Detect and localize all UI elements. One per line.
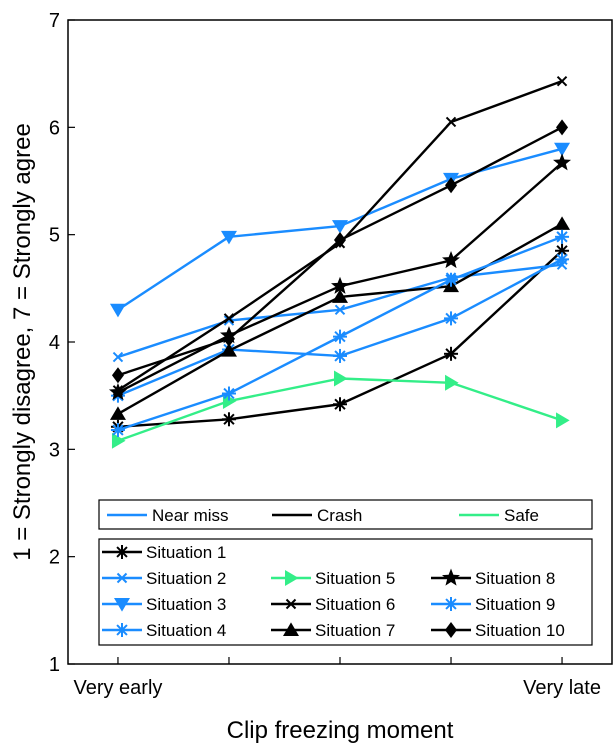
y-tick-label: 7: [49, 10, 60, 32]
x-tick-label: Very late: [523, 677, 601, 699]
x-tick-label: Very early: [73, 677, 162, 699]
data-point-situation-4: [333, 348, 347, 363]
legend-label-situation-7: Situation 7: [315, 621, 395, 640]
legend-label-situation-5: Situation 5: [315, 569, 395, 588]
data-point-situation-10: [445, 177, 458, 194]
y-axis-label: 1 = Strongly disagree, 7 = Strongly agre…: [9, 123, 36, 561]
marker-stroke: [445, 598, 457, 610]
data-point-situation-3: [332, 220, 348, 234]
data-point-situation-1: [221, 412, 236, 427]
data-point-situation-10: [111, 367, 124, 384]
situation-legend: Situation 1 Situation 2 Situation 3 Situati…: [98, 538, 593, 646]
type-legend-label-crash: Crash: [317, 506, 362, 525]
legend-label-situation-1: Situation 1: [146, 543, 226, 562]
series-layer: [108, 75, 572, 449]
legend-label-situation-6: Situation 6: [315, 595, 395, 614]
data-point-situation-10: [556, 119, 569, 136]
x-axis-label: Clip freezing moment: [227, 717, 454, 744]
y-tick-label: 3: [49, 439, 60, 461]
legend-marker-situation-3: [114, 598, 130, 612]
marker-stroke: [556, 253, 568, 266]
data-point-situation-5: [445, 374, 459, 391]
data-point-situation-6: [445, 116, 457, 128]
data-point-situation-1: [333, 397, 347, 412]
legend-marker-situation-4: [115, 623, 129, 637]
y-tick-label: 5: [49, 225, 60, 247]
marker-stroke: [445, 274, 457, 286]
type-legend-box: [98, 499, 593, 530]
legend-marker-situation-8: [442, 568, 460, 586]
data-point-situation-9: [444, 272, 459, 287]
situation-legend-box: [98, 538, 593, 646]
data-point-situation-2: [334, 304, 346, 316]
legend-label-situation-4: Situation 4: [146, 621, 226, 640]
data-point-situation-8: [331, 276, 349, 294]
marker-stroke: [556, 231, 568, 243]
marker-stroke: [334, 398, 346, 410]
legend-marker-situation-6: [285, 598, 297, 610]
data-point-situation-7: [109, 406, 126, 420]
data-point-situation-9: [555, 229, 570, 244]
data-point-situation-4: [555, 252, 570, 267]
marker-stroke: [116, 624, 128, 636]
y-tick-label: 6: [49, 117, 60, 139]
data-point-situation-8: [442, 250, 461, 269]
type-legend: Near miss Crash Safe: [98, 499, 593, 530]
series-situation-5: [111, 370, 570, 449]
marker-stroke: [445, 312, 457, 325]
series-situation-10: [111, 119, 569, 384]
data-point-situation-10: [222, 330, 235, 347]
marker-stroke: [334, 350, 346, 362]
legend-marker-situation-9: [444, 597, 458, 611]
legend-marker-situation-7: [283, 622, 299, 636]
legend-label-situation-8: Situation 8: [475, 569, 555, 588]
data-point-situation-3: [109, 303, 126, 318]
legend-label-situation-2: Situation 2: [146, 569, 226, 588]
series-situation-9: [110, 229, 570, 438]
legend-label-situation-3: Situation 3: [146, 595, 226, 614]
type-legend-label-safe: Safe: [504, 506, 539, 525]
legend-marker-situation-2: [116, 572, 128, 584]
data-point-situation-9: [333, 329, 347, 344]
marker-stroke: [223, 413, 235, 425]
marker-stroke: [223, 387, 235, 400]
marker-stroke: [334, 330, 346, 343]
data-point-situation-4: [444, 311, 459, 326]
data-point-situation-5: [111, 432, 126, 449]
data-point-situation-6: [223, 313, 235, 324]
legend-marker-situation-10: [445, 622, 457, 638]
legend-marker-situation-5: [285, 570, 299, 586]
data-point-situation-5: [556, 412, 570, 429]
data-point-situation-8: [108, 383, 127, 401]
data-point-situation-3: [220, 230, 237, 245]
data-point-situation-1: [444, 346, 459, 361]
marker-stroke: [116, 546, 128, 558]
legend-marker-situation-1: [115, 545, 129, 559]
data-point-situation-5: [334, 370, 348, 387]
data-point-situation-9: [110, 423, 125, 438]
data-point-situation-8: [553, 153, 572, 171]
marker-stroke: [112, 424, 124, 436]
data-point-situation-7: [554, 216, 571, 230]
legend-label-situation-10: Situation 10: [475, 621, 565, 640]
data-point-situation-6: [556, 75, 568, 87]
data-point-situation-7: [220, 342, 237, 357]
marker-stroke: [556, 245, 568, 257]
y-tick-label: 1: [49, 654, 60, 676]
data-point-situation-2: [112, 351, 124, 363]
marker-stroke: [445, 348, 457, 360]
y-tick-label: 2: [49, 547, 60, 569]
axis-layer: 1 2 3 4 5 6 7 Very early Very late: [49, 10, 601, 699]
data-point-situation-9: [221, 386, 236, 401]
legend-label-situation-9: Situation 9: [475, 595, 555, 614]
data-point-situation-3: [554, 142, 571, 157]
type-legend-label-near-miss: Near miss: [152, 506, 229, 525]
data-point-situation-10: [334, 232, 346, 249]
data-point-situation-7: [332, 289, 348, 303]
y-tick-label: 4: [49, 332, 60, 354]
